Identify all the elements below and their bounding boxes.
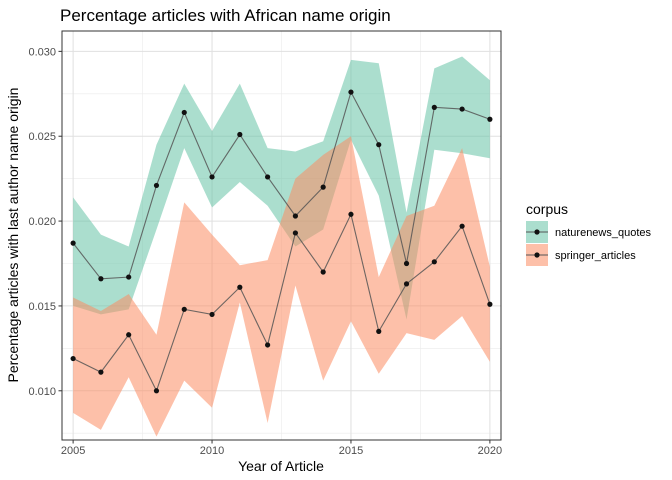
point-naturenews_quotes <box>292 213 298 219</box>
point-springer_articles <box>320 269 326 275</box>
x-tick-label: 2015 <box>339 445 363 457</box>
legend-key-point <box>534 252 540 258</box>
point-springer_articles <box>459 223 465 229</box>
point-springer_articles <box>209 311 215 318</box>
point-naturenews_quotes <box>348 89 354 95</box>
x-tick-label: 2010 <box>200 445 224 457</box>
x-tick-label: 2020 <box>478 445 502 457</box>
ribbon-springer_articles <box>73 136 490 437</box>
point-springer_articles <box>292 230 298 236</box>
legend-title: corpus <box>526 201 568 217</box>
point-naturenews_quotes <box>126 274 132 280</box>
y-tick-label: 0.025 <box>28 131 56 143</box>
point-springer_articles <box>348 211 354 217</box>
x-axis: 2005 2010 2015 2020 <box>61 440 502 457</box>
point-springer_articles <box>153 388 160 394</box>
point-springer_articles <box>98 369 104 375</box>
point-springer_articles <box>487 301 493 307</box>
point-naturenews_quotes <box>403 260 410 267</box>
point-springer_articles <box>265 342 271 348</box>
point-springer_articles <box>237 284 243 290</box>
point-naturenews_quotes <box>431 104 437 110</box>
point-naturenews_quotes <box>459 106 465 112</box>
y-tick-label: 0.010 <box>28 386 56 398</box>
y-axis: 0.010 0.015 0.020 0.025 0.030 <box>28 46 62 398</box>
point-naturenews_quotes <box>265 174 271 180</box>
plot-border <box>61 30 502 441</box>
line-naturenews_quotes <box>72 90 491 280</box>
point-naturenews_quotes <box>320 184 326 190</box>
point-naturenews_quotes <box>98 276 104 282</box>
chart-title: Percentage articles with African name or… <box>60 6 391 25</box>
legend-key-point <box>534 229 540 235</box>
point-naturenews_quotes <box>209 174 215 180</box>
point-naturenews_quotes <box>70 240 76 246</box>
point-springer_articles <box>70 355 76 362</box>
x-axis-title: Year of Article <box>238 458 324 474</box>
x-tick-label: 2005 <box>61 445 85 457</box>
legend-label-springer_articles: springer_articles <box>555 250 636 262</box>
point-springer_articles <box>431 259 437 265</box>
point-springer_articles <box>376 328 382 334</box>
point-springer_articles <box>126 332 132 338</box>
series-points <box>70 89 493 394</box>
point-naturenews_quotes <box>487 116 493 122</box>
point-springer_articles <box>403 281 410 287</box>
point-naturenews_quotes <box>376 142 382 148</box>
ribbon-naturenews_quotes <box>73 56 490 320</box>
y-tick-label: 0.015 <box>28 301 56 313</box>
plot-panel <box>61 30 502 441</box>
point-naturenews_quotes <box>181 109 187 116</box>
y-tick-label: 0.020 <box>28 216 56 228</box>
line-springer_articles <box>72 212 491 393</box>
point-naturenews_quotes <box>237 131 243 138</box>
series-lines <box>72 90 491 393</box>
legend: corpus naturenews_quotes springer_article… <box>526 201 652 266</box>
point-naturenews_quotes <box>153 182 160 189</box>
legend-label-naturenews_quotes: naturenews_quotes <box>555 227 652 239</box>
y-axis-title: Percentage articles with last author nam… <box>5 88 21 383</box>
point-springer_articles <box>181 306 187 312</box>
confidence-ribbons <box>73 56 490 437</box>
y-tick-label: 0.030 <box>28 46 56 58</box>
